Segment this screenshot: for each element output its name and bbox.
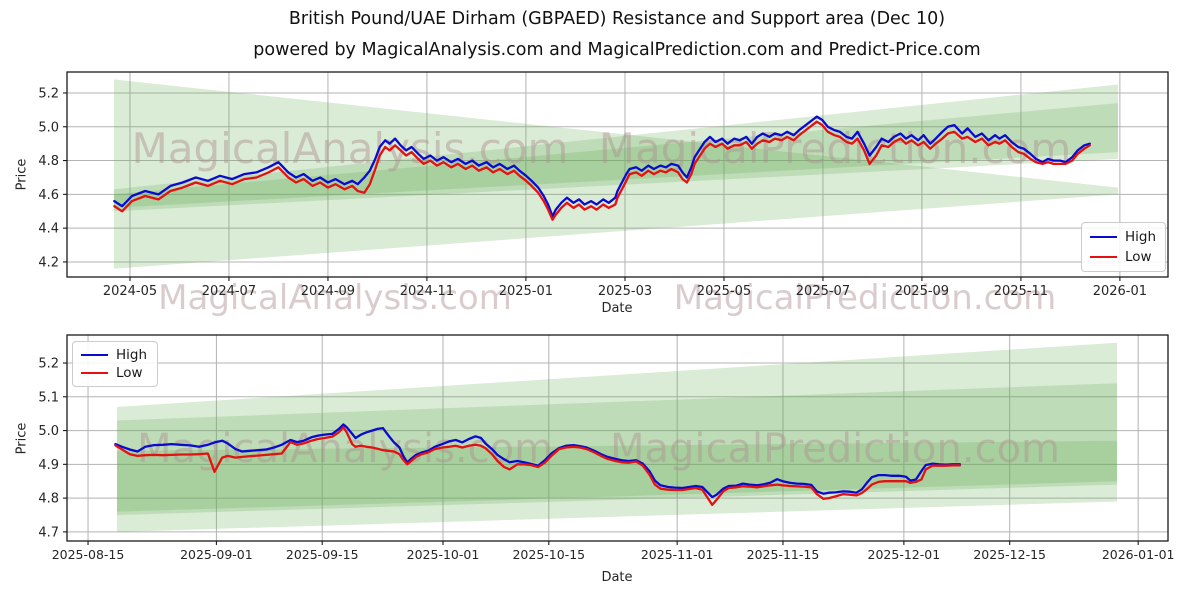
y-tick-label: 5.0 (38, 120, 59, 135)
price-chart-top: MagicalAnalysis.com MagicalPrediction.com… (38, 71, 1169, 299)
y-tick-label: 4.2 (38, 255, 59, 270)
legend-top-chart: High Low (1081, 222, 1166, 272)
legend-label-high: High (116, 347, 148, 363)
x-tick-label: 2026-01 (1093, 284, 1147, 299)
x-tick-label: 2025-11 (994, 284, 1048, 299)
x-tick-label: 2025-05 (697, 284, 751, 299)
plot-border (66, 334, 1169, 542)
y-tick-label: 5.0 (38, 424, 59, 439)
x-axis-label-bottom: Date (601, 570, 633, 585)
y-tick-label: 4.6 (38, 188, 59, 203)
y-tick-label: 5.2 (38, 86, 59, 101)
low-line (113, 120, 1091, 221)
y-tick-label: 4.8 (38, 154, 59, 169)
x-tick-label: 2025-11-01 (641, 547, 714, 562)
watermark: MagicalAnalysis.com (137, 426, 553, 472)
watermark-magicalanalysis: MagicalAnalysis.com (158, 278, 512, 318)
low-line (114, 426, 962, 507)
x-tick-label: 2026-01-01 (1102, 547, 1175, 562)
x-tick-label: 2025-10-01 (407, 547, 480, 562)
legend-item-high: High (1090, 229, 1157, 245)
low-line-swatch (81, 372, 108, 374)
x-tick-label: 2025-03 (598, 284, 652, 299)
x-tick-label: 2025-01 (499, 284, 553, 299)
legend-item-high: High (81, 347, 149, 363)
high-line (114, 423, 962, 499)
high-line-swatch (1090, 236, 1117, 239)
y-tick-label: 4.9 (38, 458, 59, 473)
x-tick-label: 2025-09-15 (286, 547, 359, 562)
y-tick-label: 4.4 (38, 222, 59, 237)
x-tick-label: 2024-09 (301, 284, 355, 299)
high-line-swatch (81, 354, 108, 356)
x-tick-label: 2025-09 (895, 284, 949, 299)
x-tick-label: 2025-12-15 (973, 547, 1046, 562)
chart-title: British Pound/UAE Dirham (GBPAED) Resist… (288, 9, 946, 29)
legend-item-low: Low (1090, 249, 1157, 265)
watermark-magicalprediction: MagicalPrediction.com (673, 278, 1057, 318)
y-tick-label: 4.7 (38, 525, 59, 540)
support-band-inner (114, 103, 1119, 208)
chart-subtitle: powered by MagicalAnalysis.com and Magic… (253, 40, 981, 60)
x-tick-label: 2024-11 (400, 284, 454, 299)
x-tick-label: 2025-07 (796, 284, 850, 299)
price-chart-bottom: MagicalAnalysis.com MagicalPrediction.com… (38, 334, 1175, 562)
legend-label-low: Low (1125, 248, 1152, 265)
resistance-band-descending (114, 79, 1119, 269)
band-inner (116, 440, 1118, 512)
support-band-ascending (114, 84, 1119, 212)
legend-label-high: High (1125, 229, 1157, 246)
high-line (113, 115, 1091, 218)
x-tick-label: 2025-12-01 (868, 547, 941, 562)
x-tick-label: 2024-07 (202, 284, 256, 299)
legend-item-low: Low (81, 365, 149, 381)
y-axis-label-bottom: Price (14, 422, 30, 455)
y-tick-label: 5.1 (38, 390, 59, 405)
band-outer (116, 342, 1118, 532)
watermark: MagicalPrediction.com (610, 426, 1060, 472)
y-tick-label: 4.8 (38, 492, 59, 507)
x-tick-label: 2025-10-15 (512, 547, 585, 562)
y-axis-label-top: Price (14, 158, 30, 191)
x-tick-label: 2025-09-01 (180, 547, 253, 562)
x-tick-label: 2025-08-15 (52, 547, 125, 562)
legend-bottom-chart: High Low (72, 341, 158, 387)
y-tick-label: 5.2 (38, 357, 59, 372)
x-axis-label-top: Date (601, 301, 633, 316)
plot-border (66, 71, 1169, 278)
x-tick-label: 2024-05 (103, 284, 157, 299)
low-line-swatch (1090, 255, 1117, 258)
legend-label-low: Low (116, 365, 143, 381)
x-tick-label: 2025-11-15 (747, 547, 820, 562)
